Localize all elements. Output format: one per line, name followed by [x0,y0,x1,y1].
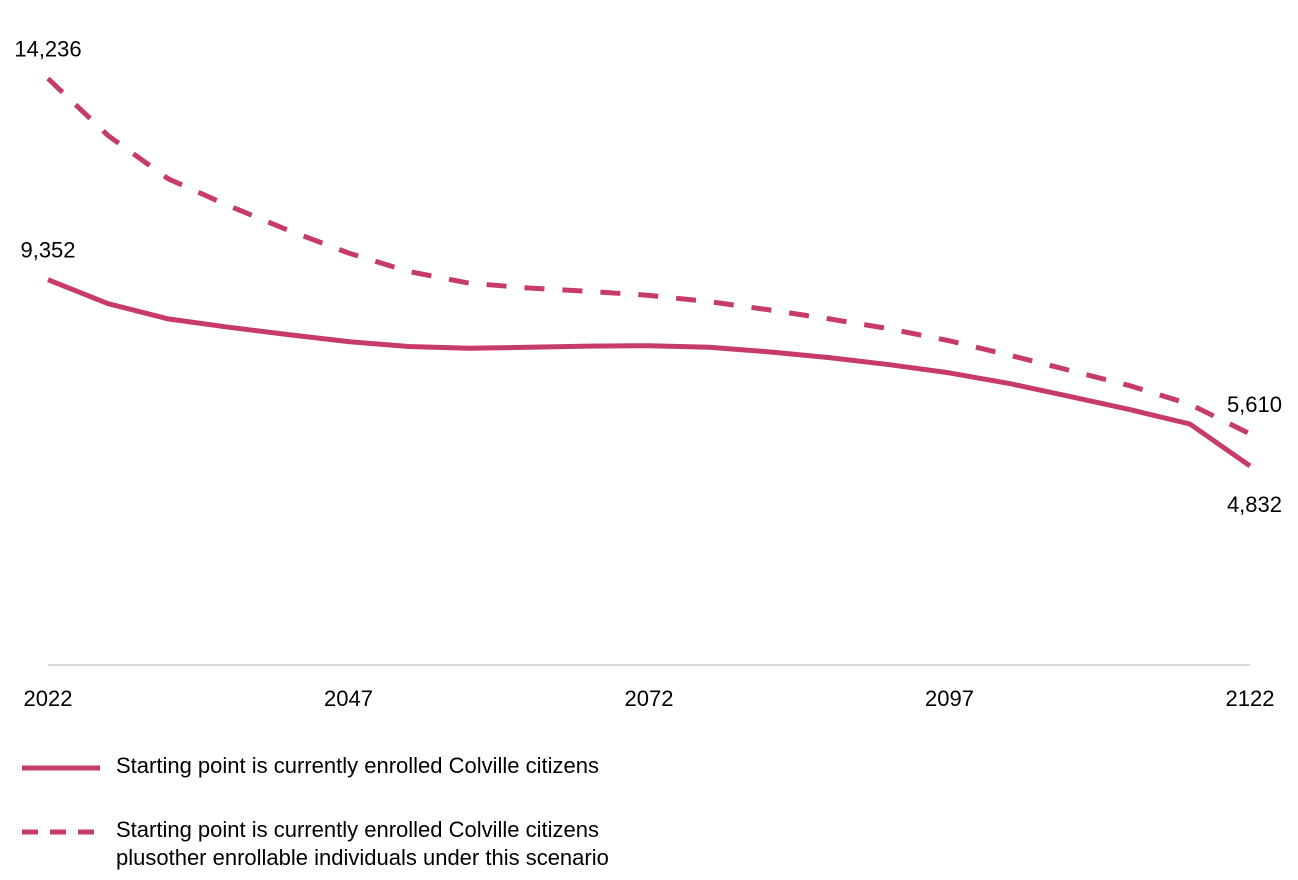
x-tick-labels: 2022 2047 2072 2097 2122 [24,686,1275,711]
legend-label-dashed-line-2: plusother enrollable individuals under t… [116,845,609,870]
x-tick-label-3: 2097 [925,686,974,711]
x-tick-label-0: 2022 [24,686,73,711]
data-label-solid-1: 4,832 [1227,492,1282,517]
series-line-dashed [46,76,1252,437]
legend-label-dashed-line-1: Starting point is currently enrolled Col… [116,817,599,842]
series-line-solid [47,277,1252,468]
legend-label-solid: Starting point is currently enrolled Col… [116,753,599,778]
data-label-solid-0: 9,352 [20,238,75,263]
data-labels: 9,352 4,832 14,236 5,610 [14,36,1282,516]
x-tick-label-1: 2047 [324,686,373,711]
x-tick-label-2: 2072 [625,686,674,711]
series-layer [46,76,1252,468]
legend-swatch-dashed [22,829,100,835]
x-tick-label-4: 2122 [1226,686,1275,711]
line-chart: 9,352 4,832 14,236 5,610 2022 2047 2072 2097 21… [14,36,1282,711]
data-label-dashed-0: 14,236 [14,36,81,61]
data-label-dashed-1: 5,610 [1227,392,1282,417]
legend-swatch-solid [22,765,100,771]
